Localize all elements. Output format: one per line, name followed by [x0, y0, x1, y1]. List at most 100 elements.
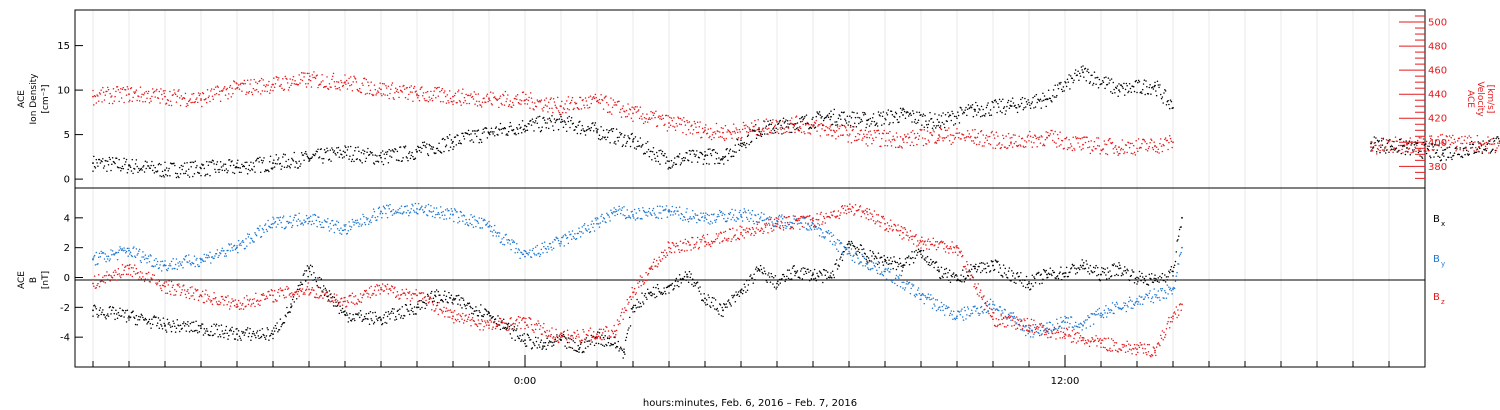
data-point [628, 316, 631, 319]
data-point [1119, 152, 1121, 155]
data-point [867, 262, 869, 264]
data-point [268, 80, 270, 83]
data-point [148, 318, 151, 321]
data-point [587, 345, 589, 348]
data-point [127, 317, 129, 319]
data-point [1413, 143, 1416, 146]
data-point [381, 322, 384, 325]
data-point [1076, 271, 1079, 274]
data-point [519, 99, 521, 101]
data-point [671, 166, 674, 168]
data-point [198, 94, 201, 97]
data-point [526, 129, 529, 132]
data-point [1132, 152, 1134, 155]
data-point [376, 90, 379, 92]
data-point [205, 160, 208, 163]
data-point [274, 82, 277, 85]
data-point [379, 316, 381, 318]
data-point [445, 295, 448, 297]
data-point [637, 109, 640, 111]
data-point [311, 156, 314, 158]
data-point [182, 165, 184, 168]
data-point [576, 350, 579, 353]
data-point [1375, 137, 1377, 139]
data-point [475, 100, 478, 102]
data-point [189, 161, 192, 164]
data-point [268, 161, 271, 163]
data-point [688, 270, 691, 273]
data-point [480, 104, 482, 107]
data-point [531, 118, 534, 120]
data-point [864, 113, 867, 115]
data-point [580, 129, 583, 132]
data-point [602, 129, 605, 132]
data-point [1017, 144, 1020, 147]
data-point [345, 79, 348, 82]
data-point [158, 327, 161, 330]
data-point [408, 86, 411, 89]
data-point [680, 123, 683, 126]
data-point [208, 161, 210, 163]
data-point [1007, 99, 1010, 102]
data-point [273, 86, 276, 89]
data-point [477, 315, 480, 317]
data-point [134, 91, 137, 93]
data-point [914, 118, 917, 121]
data-point [913, 121, 916, 123]
data-point [200, 174, 202, 177]
data-point [750, 140, 753, 143]
data-point [321, 157, 323, 160]
data-point [759, 133, 762, 135]
data-point [213, 163, 215, 165]
data-point [703, 292, 705, 295]
data-point [785, 278, 787, 281]
data-point [853, 139, 856, 142]
data-point [721, 159, 723, 161]
data-point [1480, 143, 1483, 146]
data-point [1024, 279, 1026, 281]
data-point [611, 106, 614, 109]
data-point [260, 159, 263, 162]
data-point [1000, 100, 1002, 103]
data-point [1452, 142, 1455, 145]
data-point [385, 322, 388, 324]
data-point [294, 79, 296, 82]
data-point [471, 312, 473, 315]
data-point [950, 274, 953, 277]
data-point [1140, 147, 1142, 149]
data-point [833, 108, 836, 111]
data-point [1143, 139, 1146, 141]
data-point [222, 165, 224, 167]
data-point [597, 137, 600, 140]
data-point [388, 148, 390, 151]
data-point [640, 115, 642, 117]
data-point [802, 123, 804, 126]
data-point [606, 129, 608, 131]
data-point [930, 117, 933, 120]
data-point [133, 168, 136, 170]
data-point [916, 251, 919, 254]
data-point [154, 96, 156, 98]
data-point [487, 131, 489, 133]
data-point [343, 156, 345, 158]
data-point [927, 123, 930, 126]
data-point [1006, 105, 1008, 108]
data-point [1145, 275, 1147, 277]
data-point [512, 104, 515, 106]
data-point [452, 148, 454, 150]
data-point [690, 150, 692, 152]
data-point [1155, 146, 1158, 148]
data-point [1040, 273, 1043, 275]
data-point [231, 87, 233, 89]
data-point [760, 130, 763, 133]
data-point [799, 125, 801, 128]
data-point [648, 155, 651, 158]
y2-tick-label: 440 [1428, 90, 1447, 101]
data-point [852, 128, 854, 131]
data-point [236, 83, 238, 85]
data-point [618, 350, 620, 352]
data-point [201, 105, 203, 108]
data-point [877, 129, 880, 132]
data-point [632, 311, 634, 313]
data-point [220, 166, 223, 168]
